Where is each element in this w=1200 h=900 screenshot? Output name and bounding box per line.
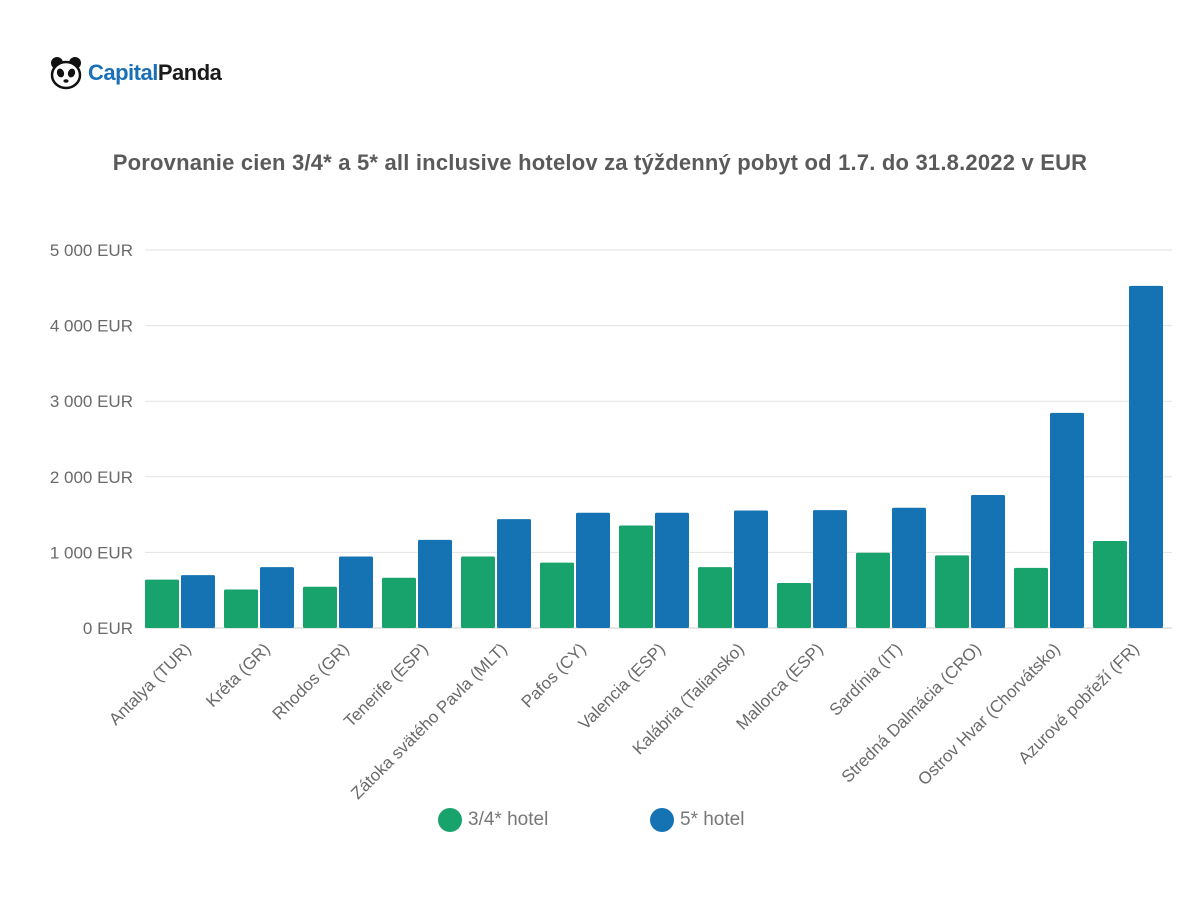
bar (145, 579, 179, 628)
bar (461, 556, 495, 628)
y-tick-label: 4 000 EUR (50, 317, 133, 336)
legend-swatch-3-4-hotel (438, 808, 462, 832)
legend-label-5-hotel: 5* hotel (680, 809, 745, 830)
x-tick-label: Tenerife (ESP) (340, 639, 432, 731)
x-tick-label: Kréta (GR) (202, 639, 274, 711)
x-tick-label: Ostrov Hvar (Chorvátsko) (914, 639, 1064, 789)
bar (1050, 412, 1084, 628)
x-tick-label: Sardínia (IT) (826, 639, 906, 719)
chart-title: Porovnanie cien 3/4* a 5* all inclusive … (112, 150, 1088, 175)
bar (224, 589, 258, 628)
bar (655, 512, 689, 628)
bar (971, 494, 1005, 628)
x-tick-label: Pafos (CY) (518, 639, 590, 711)
bar (181, 575, 215, 628)
bar (1129, 285, 1163, 628)
bar (382, 577, 416, 628)
legend-item-5-hotel: 5* hotel (650, 808, 744, 832)
y-tick-label: 1 000 EUR (50, 543, 133, 562)
bar (1093, 541, 1127, 628)
brand-logo: CapitalPanda (50, 55, 222, 91)
bar (813, 510, 847, 628)
bar (892, 507, 926, 628)
bar (1014, 567, 1048, 628)
bar (698, 567, 732, 628)
brand-name-part2: Panda (157, 60, 222, 85)
bar (540, 562, 574, 628)
bar (303, 586, 337, 628)
legend-label-3-4-hotel: 3/4* hotel (468, 809, 549, 830)
x-tick-label: Rhodos (GR) (269, 639, 353, 723)
bar (935, 555, 969, 628)
y-tick-label: 5 000 EUR (50, 241, 133, 260)
panda-icon (50, 57, 82, 90)
bar (339, 556, 373, 628)
y-tick-label: 2 000 EUR (50, 468, 133, 487)
bar (576, 512, 610, 628)
legend-item-3-4-hotel: 3/4* hotel (438, 808, 548, 832)
bar (777, 583, 811, 628)
chart-legend: 3/4* hotel 5* hotel (0, 808, 1200, 840)
x-tick-label: Zátoka svätého Pavla (MLT) (347, 639, 511, 803)
bar (734, 510, 768, 628)
x-tick-label: Stredná Dalmácia (CRO) (838, 639, 985, 786)
x-tick-label: Antalya (TUR) (105, 639, 195, 729)
bar (497, 519, 531, 628)
y-tick-label: 0 EUR (83, 619, 133, 638)
bar (418, 539, 452, 628)
bar (856, 552, 890, 628)
y-tick-label: 3 000 EUR (50, 392, 133, 411)
brand-name: CapitalPanda (88, 60, 222, 86)
bar (619, 525, 653, 628)
bar (260, 567, 294, 628)
legend-swatch-5-hotel (650, 808, 674, 832)
brand-name-part1: Capital (88, 60, 158, 85)
